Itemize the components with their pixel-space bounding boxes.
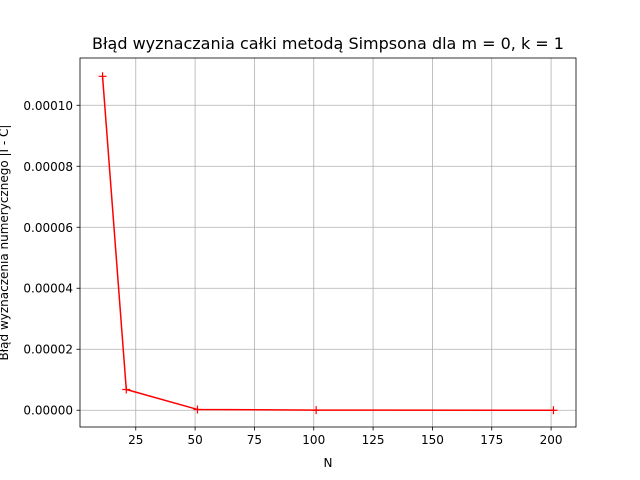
- x-tick-label: 100: [302, 433, 325, 447]
- data-point-marker: [193, 405, 202, 414]
- y-ticks: 0.00000 0.00002 0.00004 0.00006 0.00008 0.000…: [23, 99, 80, 418]
- data-point-marker: [549, 406, 558, 415]
- y-tick-label: 0.00010: [23, 99, 73, 113]
- x-tick-label: 75: [247, 433, 262, 447]
- series-layer: [98, 72, 558, 415]
- grid-lines: [80, 58, 576, 427]
- x-axis-label: N: [324, 456, 333, 470]
- x-tick-label: 25: [128, 433, 143, 447]
- x-ticks: 25 50 75 100 125 150 175 200: [128, 427, 563, 447]
- data-point-marker: [122, 385, 131, 394]
- y-axis-label: Błąd wyznaczenia numerycznego |I - C|: [0, 125, 11, 361]
- y-tick-label: 0.00002: [23, 343, 73, 357]
- y-tick-label: 0.00004: [23, 282, 73, 296]
- plot-frame: [79, 57, 577, 428]
- x-tick-label: 175: [480, 433, 503, 447]
- x-tick-label: 150: [421, 433, 444, 447]
- y-tick-label: 0.00000: [23, 404, 73, 418]
- x-tick-label: 125: [362, 433, 385, 447]
- chart-title: Błąd wyznaczania całki metodą Simpsona d…: [92, 34, 564, 53]
- x-tick-label: 50: [187, 433, 202, 447]
- y-tick-label: 0.00006: [23, 221, 73, 235]
- data-point-marker: [312, 406, 321, 415]
- plot-area: [80, 58, 576, 427]
- data-point-marker: [98, 72, 107, 81]
- x-tick-label: 200: [540, 433, 563, 447]
- y-tick-label: 0.00008: [23, 160, 73, 174]
